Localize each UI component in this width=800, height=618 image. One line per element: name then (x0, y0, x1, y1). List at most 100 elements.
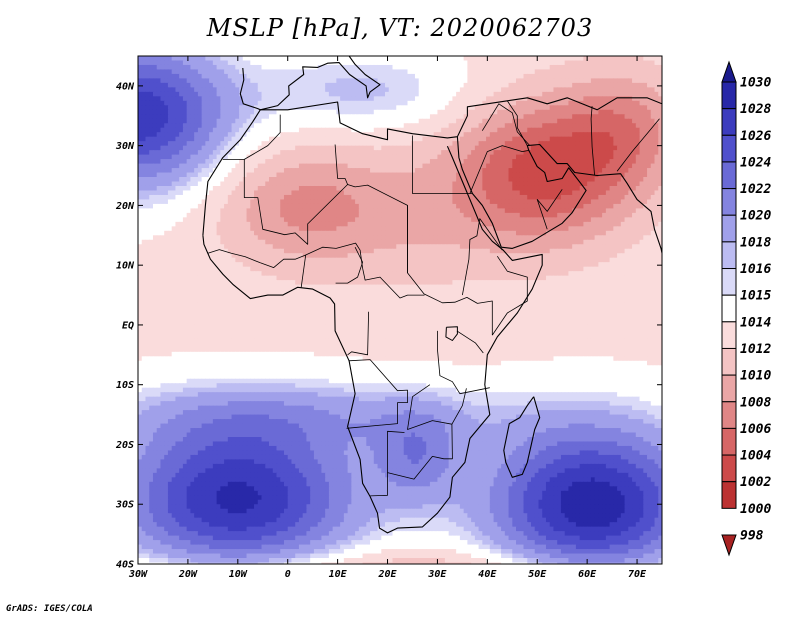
field-cell (318, 56, 322, 61)
field-cell (273, 159, 277, 164)
field-cell (314, 119, 318, 124)
field-cell (359, 155, 363, 160)
field-cell (280, 168, 284, 173)
field-cell (310, 101, 314, 106)
field-cell (142, 123, 146, 128)
field-cell (610, 105, 614, 110)
field-cell (505, 69, 509, 74)
field-cell (426, 155, 430, 160)
field-cell (363, 78, 367, 83)
field-cell (561, 65, 565, 70)
field-cell (632, 123, 636, 128)
map-figure: 30W 20W 10W 0 10E 20E 30E 40E 50E 60E 70E 40N30N20… (0, 0, 800, 618)
field-cell (501, 137, 505, 142)
field-cell (273, 60, 277, 65)
field-cell (430, 92, 434, 97)
field-cell (591, 83, 595, 88)
field-cell (175, 164, 179, 169)
field-cell (617, 119, 621, 124)
field-cell (404, 60, 408, 65)
field-cell (258, 164, 262, 169)
field-cell (336, 83, 340, 88)
field-cell (509, 159, 513, 164)
field-cell (179, 101, 183, 106)
field-cell (422, 60, 426, 65)
field-cell (494, 155, 498, 160)
field-cell (464, 96, 468, 101)
field-cell (613, 119, 617, 124)
field-cell (553, 155, 557, 160)
field-cell (531, 92, 535, 97)
field-cell (366, 141, 370, 146)
field-cell (299, 155, 303, 160)
field-cell (381, 96, 385, 101)
field-cell (168, 110, 172, 115)
field-cell (621, 114, 625, 119)
field-cell (306, 164, 310, 169)
field-cell (205, 101, 209, 106)
field-cell (378, 146, 382, 151)
field-cell (232, 123, 236, 128)
field-cell (613, 114, 617, 119)
field-cell (175, 110, 179, 115)
field-cell (213, 83, 217, 88)
field-cell (378, 92, 382, 97)
field-cell (336, 69, 340, 74)
field-cell (321, 141, 325, 146)
field-cell (344, 168, 348, 173)
field-cell (194, 150, 198, 155)
field-cell (643, 96, 647, 101)
field-cell (486, 110, 490, 115)
field-cell (557, 132, 561, 137)
field-cell (419, 114, 423, 119)
field-cell (224, 60, 228, 65)
field-cell (164, 65, 168, 70)
field-cell (393, 110, 397, 115)
field-cell (651, 159, 655, 164)
field-cell (378, 114, 382, 119)
field-cell (299, 159, 303, 164)
field-cell (550, 150, 554, 155)
field-cell (494, 141, 498, 146)
field-cell (475, 164, 479, 169)
field-cell (505, 114, 509, 119)
field-cell (445, 164, 449, 169)
field-cell (250, 83, 254, 88)
field-cell (426, 56, 430, 61)
field-cell (145, 87, 149, 92)
field-cell (164, 110, 168, 115)
field-cell (153, 137, 157, 142)
field-cell (168, 56, 172, 61)
field-cell (497, 155, 501, 160)
field-cell (580, 168, 584, 173)
field-cell (583, 123, 587, 128)
field-cell (389, 65, 393, 70)
field-cell (520, 92, 524, 97)
field-cell (254, 128, 258, 133)
field-cell (355, 155, 359, 160)
field-cell (550, 123, 554, 128)
field-cell (138, 96, 142, 101)
field-cell (142, 105, 146, 110)
field-cell (194, 164, 198, 169)
field-cell (606, 132, 610, 137)
field-cell (202, 146, 206, 151)
field-cell (598, 83, 602, 88)
field-cell (524, 101, 528, 106)
field-cell (284, 128, 288, 133)
field-cell (467, 110, 471, 115)
field-cell (393, 123, 397, 128)
field-cell (321, 173, 325, 178)
field-cell (400, 74, 404, 79)
field-cell (213, 65, 217, 70)
field-cell (138, 105, 142, 110)
field-cell (580, 92, 584, 97)
field-cell (306, 101, 310, 106)
field-cell (426, 173, 430, 178)
field-cell (149, 119, 153, 124)
field-cell (550, 128, 554, 133)
field-cell (464, 65, 468, 70)
field-cell (628, 56, 632, 61)
field-cell (422, 87, 426, 92)
field-cell (467, 128, 471, 133)
